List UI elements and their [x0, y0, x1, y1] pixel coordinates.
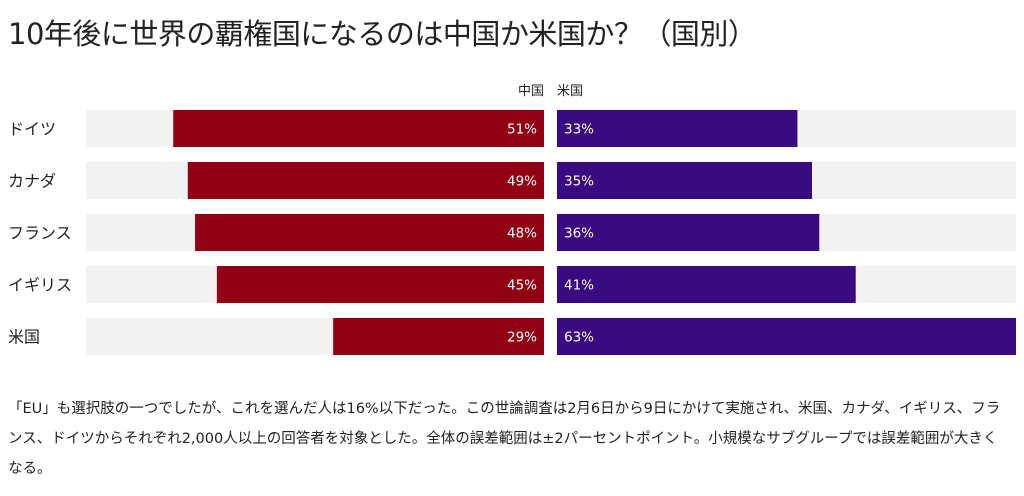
bar-us — [557, 162, 812, 199]
category-label: ドイツ — [8, 120, 56, 139]
bar-value-label-china: 29% — [507, 330, 537, 346]
bar-value-label-us: 36% — [564, 226, 594, 242]
series-label-us: 米国 — [557, 84, 583, 99]
chart-title: 10年後に世界の覇権国になるのは中国か米国か？（国別） — [8, 17, 757, 51]
bar-china — [187, 162, 544, 199]
bar-us — [557, 110, 798, 147]
category-label: 米国 — [8, 328, 40, 347]
bar-china — [333, 318, 544, 355]
bar-value-label-china: 49% — [507, 174, 537, 190]
bar-us — [557, 318, 1016, 355]
bar-value-label-us: 35% — [564, 174, 594, 190]
category-label: フランス — [8, 224, 72, 243]
series-label-china: 中国 — [518, 84, 544, 99]
bar-china — [216, 266, 544, 303]
bar-value-label-us: 41% — [564, 278, 594, 294]
bar-value-label-china: 48% — [507, 226, 537, 242]
bar-us — [557, 266, 856, 303]
category-label: カナダ — [8, 172, 56, 191]
bar-value-label-china: 45% — [507, 278, 537, 294]
bar-value-label-us: 33% — [564, 122, 594, 138]
category-label: イギリス — [8, 276, 72, 295]
chart-area: 中国 米国 ドイツ 51% 33% カナダ 49% 35% フランス 48% 36% イギリス 45% 4… — [8, 84, 1016, 355]
bar-china — [173, 110, 544, 147]
footnote: 「EU」も選択肢の一つでしたが、これを選んだ人は16%以下だった。この世論調査は… — [8, 401, 1001, 477]
bar-value-label-us: 63% — [564, 330, 594, 346]
bar-value-label-china: 51% — [507, 122, 537, 138]
bar-china — [195, 214, 545, 251]
bar-us — [557, 214, 820, 251]
